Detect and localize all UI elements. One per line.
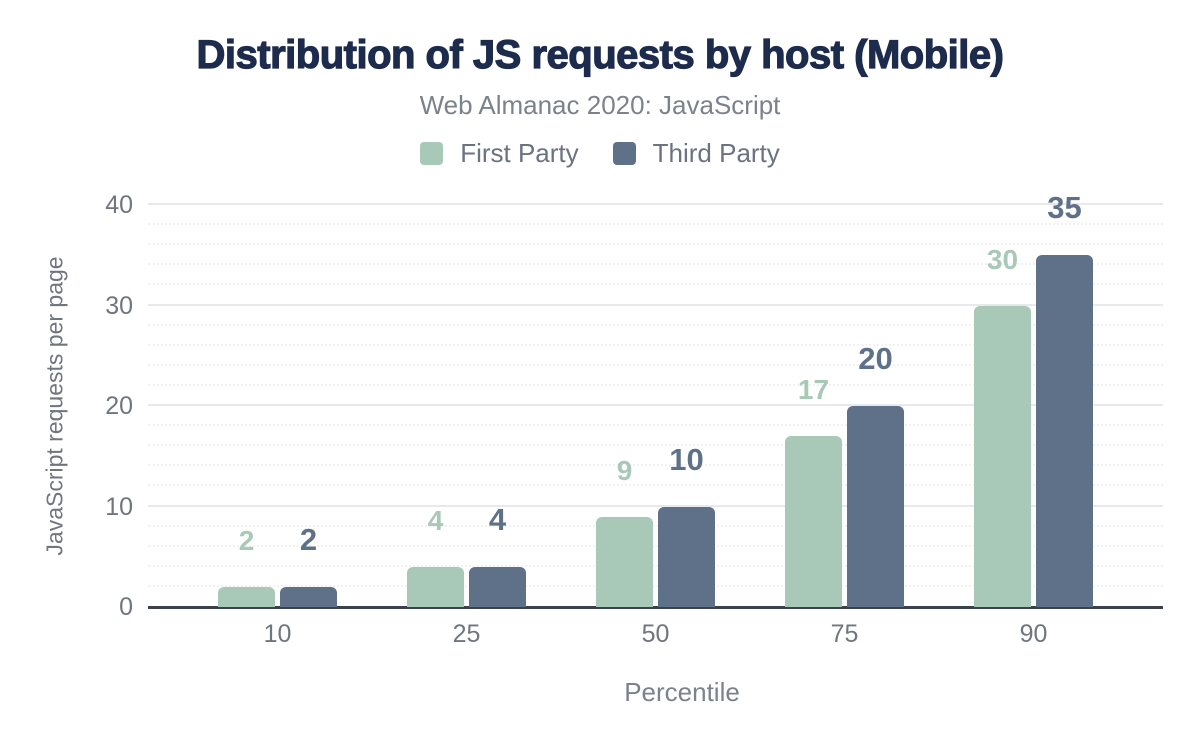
- bar-value-label-first-party: 17: [797, 374, 830, 406]
- minor-gridline: [148, 323, 1163, 326]
- minor-gridline: [148, 343, 1163, 346]
- third-party-swatch-icon: [612, 142, 636, 165]
- legend-label-first-party: First Party: [460, 138, 579, 168]
- bar-column: 17: [785, 205, 842, 607]
- bar-column: 2: [280, 205, 337, 607]
- bar-group: 9 10: [596, 205, 715, 607]
- minor-gridline: [148, 544, 1163, 547]
- x-axis-tick-label: 25: [452, 620, 481, 648]
- bar-column: 10: [658, 205, 715, 607]
- minor-gridline: [148, 243, 1163, 246]
- minor-gridline: [148, 524, 1163, 527]
- bar-first-party[interactable]: [974, 305, 1031, 607]
- bar-column: 9: [596, 205, 653, 607]
- minor-gridline: [148, 564, 1163, 567]
- minor-gridline: [148, 223, 1163, 226]
- y-axis-tick-label: 40: [105, 191, 133, 219]
- bar-value-label-third-party: 20: [858, 341, 893, 376]
- bar-group: 30 35: [974, 192, 1093, 607]
- y-axis-tick-label: 0: [119, 593, 133, 621]
- legend-item-first-party: First Party: [420, 138, 579, 169]
- bar-value-label-third-party: 35: [1047, 190, 1082, 226]
- major-gridline: [148, 504, 1163, 507]
- bar-column: 4: [469, 205, 526, 607]
- bar-third-party[interactable]: [1036, 255, 1093, 607]
- bar-value-label-first-party: 2: [238, 524, 255, 556]
- y-axis-tick-label: 10: [105, 492, 133, 521]
- bar-third-party[interactable]: [658, 506, 715, 607]
- major-gridline: [148, 203, 1163, 205]
- bar-value-label-first-party: 9: [616, 454, 633, 486]
- bar-first-party[interactable]: [785, 436, 842, 607]
- bar-column: 30: [974, 205, 1031, 607]
- bar-value-label-first-party: 4: [427, 504, 444, 536]
- legend: First Party Third Party: [0, 138, 1200, 169]
- bar-value-label-first-party: 30: [986, 243, 1019, 275]
- bar-third-party[interactable]: [847, 406, 904, 607]
- minor-gridline: [148, 464, 1163, 467]
- major-gridline: [148, 303, 1163, 306]
- minor-gridline: [148, 424, 1163, 427]
- bar-value-label-third-party: 2: [299, 521, 318, 557]
- x-axis-tick-label: 50: [641, 620, 670, 648]
- bar-column: 20: [847, 205, 904, 607]
- minor-gridline: [148, 383, 1163, 386]
- bar-value-label-third-party: 4: [488, 501, 507, 537]
- bar-first-party[interactable]: [407, 566, 464, 607]
- x-axis-baseline: [148, 606, 1163, 609]
- y-axis-tick-label: 20: [105, 392, 133, 420]
- chart-subtitle: Web Almanac 2020: JavaScript: [419, 90, 781, 120]
- bar-value-label-third-party: 10: [669, 441, 704, 477]
- bar-third-party[interactable]: [469, 566, 526, 607]
- bar-column: 4: [407, 205, 464, 607]
- x-axis-tick-label: 75: [830, 620, 859, 648]
- bar-column: 2: [218, 205, 275, 607]
- minor-gridline: [148, 263, 1163, 266]
- minor-gridline: [148, 444, 1163, 447]
- bar-third-party[interactable]: [280, 586, 337, 607]
- chart-title: Distribution of JS requests by host (Mob…: [196, 32, 1005, 77]
- minor-gridline: [148, 484, 1163, 487]
- x-axis-title: Percentile: [624, 677, 740, 707]
- major-gridline: [148, 404, 1163, 406]
- bar-column: 35: [1036, 192, 1093, 607]
- minor-gridline: [148, 584, 1163, 587]
- x-axis-tick-label: 10: [263, 620, 292, 648]
- x-axis-tick-label: 90: [1019, 620, 1048, 648]
- bar-group: 17 20: [785, 205, 904, 607]
- legend-item-third-party: Third Party: [612, 138, 780, 169]
- bar-first-party[interactable]: [218, 586, 275, 607]
- bar-first-party[interactable]: [596, 516, 653, 607]
- minor-gridline: [148, 363, 1163, 366]
- legend-label-third-party: Third Party: [652, 138, 780, 168]
- minor-gridline: [148, 283, 1163, 286]
- plot-area: 2 2 4 4 9 10 17 20 30 35: [148, 192, 1163, 609]
- y-axis-tick-label: 30: [105, 291, 133, 320]
- first-party-swatch-icon: [420, 142, 444, 165]
